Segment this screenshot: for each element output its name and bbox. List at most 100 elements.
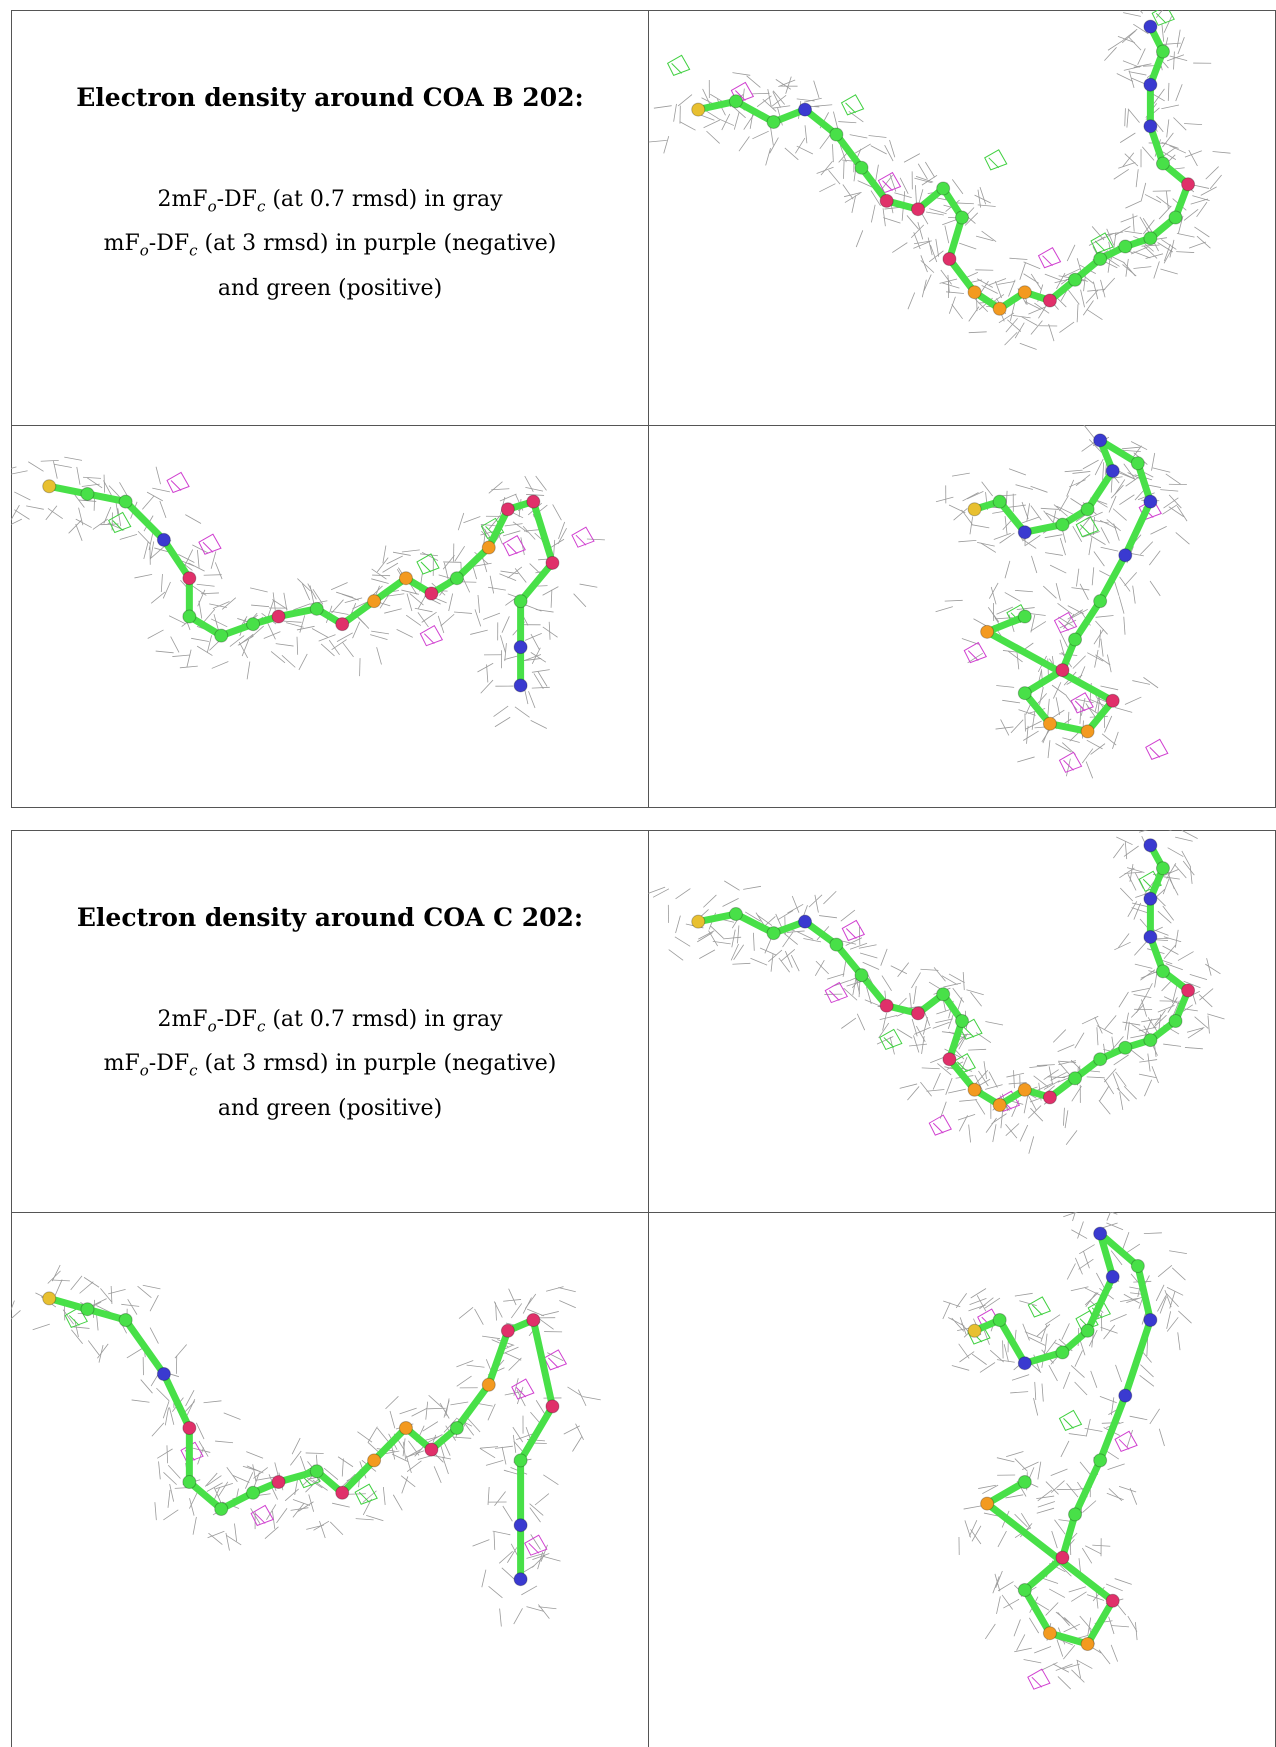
mesh-line xyxy=(1173,51,1175,70)
atom xyxy=(955,1014,969,1028)
mesh-line xyxy=(1099,1085,1110,1102)
mesh-line xyxy=(1163,944,1176,959)
atom xyxy=(942,1052,957,1067)
mesh-line xyxy=(167,1489,171,1508)
mesh-line xyxy=(1005,1123,1020,1136)
atom xyxy=(1130,456,1145,471)
mesh-line xyxy=(1025,534,1041,546)
mesh-line xyxy=(1065,758,1071,777)
mesh-line xyxy=(1143,219,1155,235)
density-figure xyxy=(648,10,1231,350)
mesh-fofc xyxy=(64,1306,88,1329)
mesh-line xyxy=(225,1532,230,1551)
mesh-line xyxy=(504,1391,523,1396)
mesh-line xyxy=(717,117,735,126)
density-figure xyxy=(935,425,1190,779)
mesh-line xyxy=(1013,1619,1021,1637)
atom xyxy=(1055,663,1070,678)
mesh-line xyxy=(910,224,925,239)
mesh-line xyxy=(1026,503,1030,522)
mesh-fofc xyxy=(1114,1430,1138,1452)
mesh-line xyxy=(894,192,912,199)
mesh-line xyxy=(1140,541,1154,555)
mesh-line xyxy=(1135,169,1139,188)
mesh-line xyxy=(996,1596,1001,1615)
mesh-line xyxy=(342,642,354,658)
mesh-line xyxy=(1166,1287,1184,1296)
mesh-line xyxy=(1095,615,1114,618)
mesh-line xyxy=(215,1440,234,1444)
mesh-line xyxy=(189,1498,195,1516)
mesh-line xyxy=(772,90,785,105)
mesh-line xyxy=(341,1458,344,1477)
mesh-line xyxy=(162,581,171,599)
mesh-line xyxy=(966,491,984,500)
mesh-line xyxy=(1106,1222,1124,1231)
mesh-line xyxy=(1045,552,1063,556)
mesh-line xyxy=(995,1570,1003,1588)
mesh-line xyxy=(306,1524,324,1530)
mesh-line xyxy=(787,903,804,914)
atom xyxy=(691,914,706,929)
mesh-line xyxy=(652,888,670,898)
mesh-line xyxy=(264,1526,279,1539)
density-figure xyxy=(648,830,1225,1154)
mesh-line xyxy=(855,143,871,154)
mesh-line xyxy=(782,932,794,948)
mesh-line xyxy=(457,512,465,531)
mesh-line xyxy=(1081,440,1097,452)
mesh-line xyxy=(540,1544,548,1562)
mesh-line xyxy=(1023,730,1039,741)
mesh-line xyxy=(494,1491,506,1506)
mesh-line xyxy=(331,639,347,651)
mesh-line xyxy=(223,1412,241,1420)
atom xyxy=(513,1572,528,1587)
mesh-line xyxy=(926,1089,945,1092)
atom xyxy=(513,678,528,693)
mesh-line xyxy=(86,477,103,489)
mesh-line xyxy=(192,544,209,554)
mesh-line xyxy=(1070,1286,1089,1292)
mesh-line xyxy=(1175,836,1193,842)
mesh-line xyxy=(1072,471,1091,474)
mesh-line xyxy=(1094,1016,1103,1034)
atom xyxy=(526,494,541,509)
mesh-line xyxy=(197,589,206,607)
mesh-line xyxy=(1116,73,1134,82)
mesh-line xyxy=(140,1379,153,1394)
mesh-line xyxy=(1098,1649,1111,1665)
atom xyxy=(967,502,982,517)
mesh-line xyxy=(913,241,931,249)
mesh-line xyxy=(83,1277,100,1288)
mesh-line xyxy=(784,950,793,968)
text: -DF xyxy=(216,1007,257,1032)
atom xyxy=(214,1502,229,1516)
mesh-line xyxy=(882,208,886,227)
heading: Electron density around COA B 202: xyxy=(76,83,584,112)
mesh-line xyxy=(206,1482,223,1492)
mesh-line xyxy=(367,1426,378,1443)
mesh-line xyxy=(759,947,777,956)
mesh-line xyxy=(1119,576,1131,592)
mesh-line xyxy=(1007,504,1026,508)
mesh-line xyxy=(814,894,819,913)
mesh-line xyxy=(913,986,917,1004)
mesh-line xyxy=(1160,489,1179,492)
mesh-line xyxy=(985,1021,1004,1026)
mesh-line xyxy=(1049,564,1067,574)
mesh-line xyxy=(1063,1645,1076,1660)
mesh-line xyxy=(750,957,768,966)
mesh-line xyxy=(1127,901,1138,918)
mesh-line xyxy=(507,566,523,579)
text: and green (positive) xyxy=(217,1095,443,1121)
mesh-line xyxy=(1113,523,1120,541)
atom xyxy=(1155,964,1170,979)
mesh-line xyxy=(1209,174,1222,190)
mesh-line xyxy=(1003,1344,1009,1362)
mesh-line xyxy=(675,915,681,934)
mesh-line xyxy=(70,1275,83,1291)
mesh-line xyxy=(1212,151,1231,154)
mesh-line xyxy=(663,136,670,154)
mesh-line xyxy=(1074,1381,1088,1396)
mesh-line xyxy=(1183,208,1199,221)
